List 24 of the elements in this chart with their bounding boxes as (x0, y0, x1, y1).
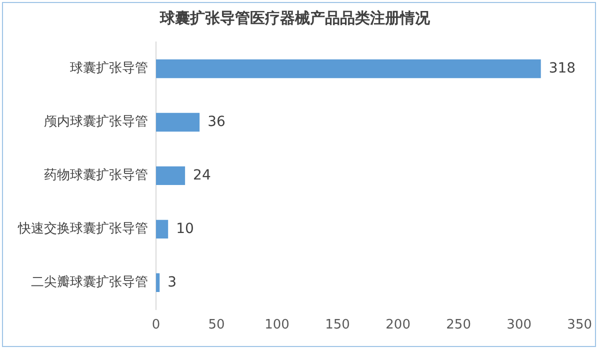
data-label: 24 (193, 167, 211, 184)
y-tick-label: 药物球囊扩张导管 (44, 168, 148, 184)
bar (156, 220, 168, 239)
x-tick-label: 300 (506, 318, 532, 333)
x-tick-label: 200 (386, 318, 410, 333)
y-tick-label: 球囊扩张导管 (70, 61, 148, 76)
x-tick-label: 100 (264, 318, 290, 333)
bar (156, 166, 186, 186)
x-tick-label: 350 (567, 318, 592, 333)
y-tick-label: 颅内球囊扩张导管 (44, 114, 148, 130)
chart-title: 球囊扩张导管医疗器械产品品类注册情况 (159, 8, 431, 27)
data-label: 318 (548, 60, 576, 76)
x-tick-label: 0 (152, 318, 160, 333)
data-label: 3 (168, 274, 177, 290)
y-tick-label: 二尖瓣球囊扩张导管 (31, 274, 148, 290)
x-tick-label: 250 (446, 318, 471, 333)
y-tick-label: 快速交换球囊扩张导管 (17, 220, 148, 237)
data-label: 36 (208, 114, 226, 130)
bar (156, 59, 541, 78)
bar (156, 112, 200, 132)
data-label: 10 (176, 220, 194, 237)
x-tick-label: 50 (208, 318, 225, 333)
bar (156, 273, 160, 292)
x-tick-label: 150 (325, 318, 350, 333)
